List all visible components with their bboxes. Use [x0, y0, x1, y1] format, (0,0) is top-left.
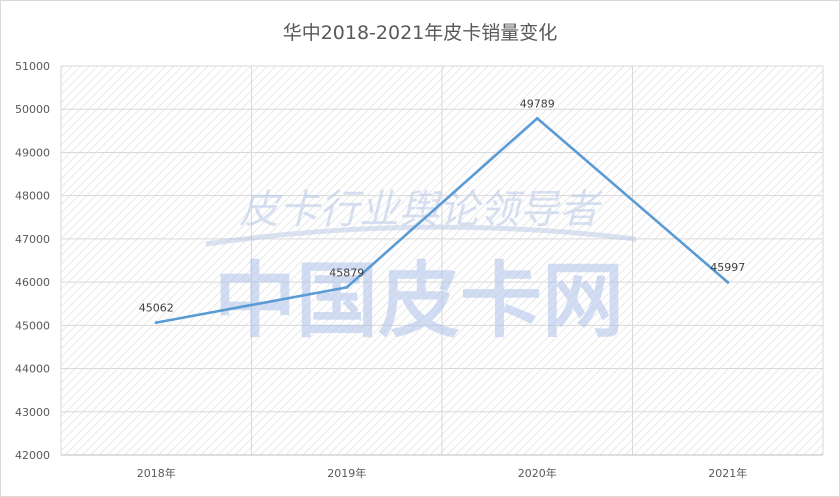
- data-label: 45997: [710, 261, 745, 274]
- gridlines: [60, 65, 824, 456]
- series-layer: [154, 116, 730, 325]
- data-label: 49789: [520, 97, 555, 110]
- data-label: 45062: [139, 302, 174, 315]
- y-tick-label: 49000: [15, 146, 50, 159]
- y-tick-label: 42000: [15, 449, 50, 462]
- data-point: [535, 116, 539, 120]
- y-axis: 42000 43000 44000 45000 46000 47000 48000 49000…: [15, 60, 50, 462]
- y-tick-label: 48000: [15, 190, 50, 203]
- chart-title: 华中2018-2021年皮卡销量变化: [283, 22, 558, 44]
- x-tick-label: 2018年: [137, 466, 176, 480]
- watermark: 皮卡行业舆论领导者 中国皮卡网: [205, 187, 637, 349]
- x-axis: 2018年 2019年 2020年 2021年: [137, 466, 748, 480]
- data-label: 45879: [329, 266, 364, 279]
- data-point: [726, 280, 730, 284]
- x-tick-label: 2019年: [327, 466, 366, 480]
- y-tick-label: 43000: [15, 406, 50, 419]
- watermark-brush-stroke: [205, 224, 637, 247]
- data-labels: 45062 45879 49789 45997: [139, 97, 746, 314]
- y-tick-label: 44000: [15, 363, 50, 376]
- data-point: [154, 321, 158, 325]
- watermark-brand: 中国皮卡网: [214, 254, 624, 349]
- y-tick-label: 51000: [15, 60, 50, 73]
- x-tick-label: 2020年: [518, 466, 557, 480]
- x-tick-label: 2021年: [708, 466, 747, 480]
- y-tick-label: 50000: [15, 103, 50, 116]
- y-tick-label: 45000: [15, 319, 50, 332]
- y-tick-label: 47000: [15, 233, 50, 246]
- y-tick-label: 46000: [15, 276, 50, 289]
- data-point: [345, 285, 349, 289]
- series-line: [154, 117, 730, 324]
